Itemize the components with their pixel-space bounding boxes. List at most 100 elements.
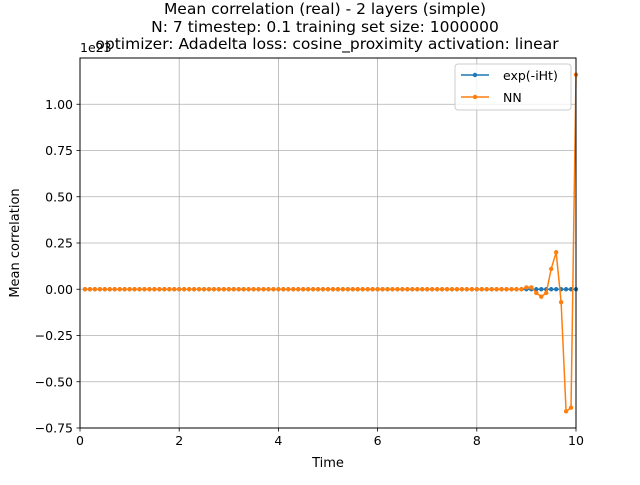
data-point xyxy=(444,287,450,292)
x-tick-label: 2 xyxy=(175,433,183,448)
data-point xyxy=(291,287,296,292)
data-point xyxy=(335,287,341,292)
data-point xyxy=(157,287,162,292)
data-point xyxy=(102,287,108,292)
data-point xyxy=(415,287,420,292)
data-point xyxy=(385,287,390,292)
data-point xyxy=(524,285,529,290)
data-point xyxy=(350,287,355,292)
data-point xyxy=(553,250,559,255)
data-point xyxy=(514,287,519,292)
data-point xyxy=(558,300,564,305)
data-point xyxy=(474,287,479,292)
data-point xyxy=(296,287,301,292)
data-point xyxy=(147,287,152,292)
data-point xyxy=(484,287,489,292)
data-point xyxy=(112,287,117,292)
data-point xyxy=(122,287,127,292)
y-tick-label: −0.25 xyxy=(35,328,73,343)
data-point xyxy=(370,287,375,292)
x-tick-label: 4 xyxy=(274,433,282,448)
y-tick-label: 0.25 xyxy=(45,236,73,251)
data-point xyxy=(459,287,465,292)
data-point xyxy=(117,287,122,292)
legend-marker-nn xyxy=(472,94,478,100)
x-axis-label: Time xyxy=(311,456,344,471)
data-point xyxy=(395,287,400,292)
y-tick-label: 0.00 xyxy=(45,282,73,297)
series-nn xyxy=(82,72,579,414)
data-point xyxy=(107,287,112,292)
data-point xyxy=(549,287,554,292)
data-point xyxy=(375,287,380,292)
data-point xyxy=(509,287,514,292)
data-point xyxy=(92,287,98,292)
data-point xyxy=(206,287,212,292)
data-point xyxy=(281,287,286,292)
data-point xyxy=(142,287,147,292)
data-point xyxy=(429,287,435,292)
data-point xyxy=(246,287,251,292)
data-point xyxy=(534,287,539,292)
data-point xyxy=(420,287,425,292)
data-point xyxy=(355,287,360,292)
data-point xyxy=(425,287,430,292)
x-tick-label: 0 xyxy=(76,433,84,448)
x-tick-label: 8 xyxy=(473,433,481,448)
data-point xyxy=(380,287,385,292)
data-point xyxy=(310,287,316,292)
data-point xyxy=(172,287,177,292)
data-point xyxy=(226,287,231,292)
data-point xyxy=(127,287,132,292)
y-tick-label: 0.50 xyxy=(45,189,73,204)
y-tick-label: 1.00 xyxy=(45,97,73,112)
data-point xyxy=(568,405,574,410)
data-point xyxy=(539,294,544,299)
data-point xyxy=(534,290,539,296)
data-point xyxy=(320,287,326,292)
data-point xyxy=(365,287,370,292)
data-point xyxy=(390,287,395,292)
data-point xyxy=(553,287,559,292)
chart-title-line-2: N: 7 timestep: 0.1 training set size: 10… xyxy=(151,18,499,36)
data-point xyxy=(340,287,346,292)
data-point xyxy=(325,287,331,292)
data-point xyxy=(544,290,549,296)
data-point xyxy=(494,287,499,292)
y-axis-label: Mean correlation xyxy=(8,188,23,297)
data-point xyxy=(167,287,172,292)
data-point xyxy=(196,287,202,292)
legend-marker-exp xyxy=(472,72,478,78)
data-point xyxy=(519,287,524,292)
data-point xyxy=(479,287,484,292)
data-point xyxy=(539,287,544,292)
data-point xyxy=(266,287,271,292)
data-point xyxy=(563,409,569,414)
data-point xyxy=(549,266,554,272)
data-point xyxy=(251,287,256,292)
data-point xyxy=(469,287,475,292)
data-point xyxy=(221,287,227,292)
legend-label-nn: NN xyxy=(503,90,522,105)
data-point xyxy=(345,287,351,292)
data-point xyxy=(489,287,494,292)
data-point xyxy=(286,287,291,292)
data-point xyxy=(271,287,276,292)
y-tick-label: −0.50 xyxy=(35,374,73,389)
data-point xyxy=(201,287,207,292)
series-layer xyxy=(82,72,579,414)
data-point xyxy=(211,287,217,292)
data-point xyxy=(97,287,103,292)
data-point xyxy=(400,287,405,292)
data-point xyxy=(301,287,306,292)
data-point xyxy=(87,287,93,292)
data-point xyxy=(305,287,311,292)
data-point xyxy=(499,287,504,292)
data-point xyxy=(162,287,167,292)
data-point xyxy=(261,287,266,292)
chart-title-line-3: optimizer: Adadelta loss: cosine_proximi… xyxy=(95,35,559,54)
data-point xyxy=(563,287,569,292)
legend-label-exp: exp(-iHt) xyxy=(503,68,558,83)
data-point xyxy=(82,287,88,292)
